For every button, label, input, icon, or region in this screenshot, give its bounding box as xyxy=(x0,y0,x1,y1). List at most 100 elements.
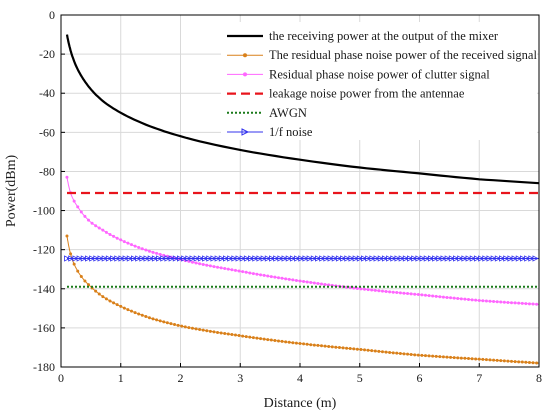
data-point xyxy=(194,327,198,331)
data-point xyxy=(469,255,477,262)
data-point xyxy=(147,249,151,253)
data-point xyxy=(395,351,399,355)
data-point xyxy=(76,269,80,273)
data-point xyxy=(520,360,524,364)
data-point xyxy=(119,238,123,242)
data-point xyxy=(440,255,447,262)
data-point xyxy=(323,344,327,348)
data-point xyxy=(101,295,105,299)
data-point xyxy=(370,288,374,292)
data-point xyxy=(531,361,535,365)
data-point xyxy=(252,255,259,262)
data-point xyxy=(373,288,377,292)
data-point xyxy=(334,345,338,349)
legend-entry: leakage noise power from the antennae xyxy=(227,87,465,101)
data-point xyxy=(361,255,368,262)
data-point xyxy=(474,357,478,361)
data-point xyxy=(147,255,155,262)
data-point xyxy=(248,335,252,339)
data-point xyxy=(337,346,341,350)
data-point xyxy=(262,273,266,277)
data-point xyxy=(502,300,506,304)
data-point xyxy=(323,255,330,262)
data-point xyxy=(151,317,155,321)
data-point xyxy=(366,288,370,292)
data-point xyxy=(65,175,69,179)
data-point xyxy=(97,292,101,296)
data-point xyxy=(535,361,539,365)
data-point xyxy=(302,255,309,262)
data-point xyxy=(520,301,524,305)
data-point xyxy=(80,255,88,262)
data-point xyxy=(478,255,485,262)
data-point xyxy=(130,255,138,262)
data-point xyxy=(273,255,280,262)
data-point xyxy=(230,268,234,272)
data-point xyxy=(266,338,270,342)
data-point xyxy=(89,255,96,262)
data-point xyxy=(160,255,167,262)
data-point xyxy=(366,348,370,352)
y-tick-label: -180 xyxy=(33,360,55,374)
data-point xyxy=(506,359,510,363)
x-tick-label: 4 xyxy=(297,371,303,385)
data-point xyxy=(185,255,192,262)
data-point xyxy=(302,342,306,346)
data-point xyxy=(363,348,367,352)
data-point xyxy=(513,360,517,364)
data-point xyxy=(285,255,293,262)
data-point xyxy=(266,274,270,278)
data-point xyxy=(112,234,116,238)
data-point xyxy=(79,210,83,214)
data-point xyxy=(445,295,449,299)
x-tick-label: 1 xyxy=(118,371,124,385)
data-point xyxy=(377,289,381,293)
data-point xyxy=(535,302,539,306)
data-point xyxy=(395,291,399,295)
data-point xyxy=(130,309,134,313)
data-point xyxy=(513,301,517,305)
data-point xyxy=(473,255,481,262)
y-tick-label: 0 xyxy=(49,8,55,22)
data-point xyxy=(176,323,180,327)
data-point xyxy=(398,255,405,262)
data-point xyxy=(524,255,531,262)
legend-background xyxy=(221,22,537,140)
data-point xyxy=(269,275,273,279)
data-point xyxy=(237,269,241,273)
data-point xyxy=(438,355,442,359)
data-point xyxy=(528,255,535,262)
data-point xyxy=(251,336,255,340)
data-point xyxy=(231,255,238,262)
data-point xyxy=(230,333,234,337)
data-point xyxy=(144,248,148,252)
data-point xyxy=(388,290,392,294)
data-point xyxy=(133,311,137,315)
data-point xyxy=(436,255,443,262)
data-point xyxy=(294,341,298,345)
data-point xyxy=(330,345,334,349)
data-point xyxy=(348,347,352,351)
data-point xyxy=(482,255,489,262)
data-point xyxy=(210,255,217,262)
y-axis-label: Power(dBm) xyxy=(4,155,19,228)
data-point xyxy=(201,328,205,332)
data-point xyxy=(370,349,374,353)
data-point xyxy=(255,336,259,340)
data-point xyxy=(320,344,324,348)
y-tick-label: -160 xyxy=(33,321,55,335)
data-point xyxy=(201,262,205,266)
data-point xyxy=(276,276,280,280)
data-point xyxy=(147,316,151,320)
data-point xyxy=(287,277,291,281)
y-tick-label: -100 xyxy=(33,204,55,218)
data-point xyxy=(101,228,105,232)
data-point xyxy=(104,230,108,234)
data-point xyxy=(359,348,363,352)
data-point xyxy=(198,328,202,332)
data-point xyxy=(248,271,252,275)
data-point xyxy=(365,255,372,262)
data-point xyxy=(197,255,205,262)
data-point xyxy=(302,279,306,283)
